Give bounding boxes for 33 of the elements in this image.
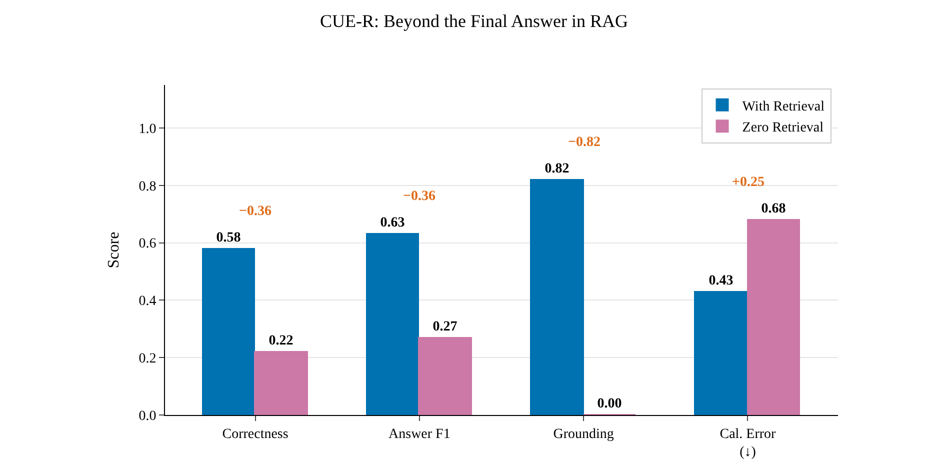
data-label: 0.22 [268, 334, 294, 348]
bar [747, 219, 800, 415]
x-tick-label: Correctness [222, 426, 288, 442]
annotation: +0.25 [732, 175, 764, 190]
bar [366, 233, 419, 415]
y-tick-label: 0.4 [138, 294, 156, 310]
y-tick-label: 1.0 [138, 122, 156, 137]
data-label: 0.82 [544, 162, 570, 176]
data-label: 0.00 [597, 396, 622, 412]
bar [202, 248, 255, 415]
x-tick-label: Answer F1 [388, 426, 450, 442]
y-tick-label: 0.2 [138, 352, 156, 367]
annotation: −0.36 [403, 189, 436, 204]
data-label: 0.58 [216, 230, 241, 246]
y-tick-label: 0.6 [138, 236, 156, 252]
data-label: 0.27 [432, 320, 458, 334]
x-tick-label: Cal. Error (↓) [720, 426, 776, 460]
data-label: 0.63 [380, 216, 405, 230]
x-tick-label: Grounding [553, 426, 614, 442]
y-tick-label: 0.0 [138, 408, 156, 424]
legend-label: With Retrieval [742, 99, 825, 114]
legend-label: Zero Retrieval [742, 120, 824, 136]
bar [418, 337, 472, 415]
bar [530, 179, 584, 415]
annotation: −0.36 [239, 204, 272, 219]
y-axis-title: Score [106, 232, 123, 268]
data-label: 0.43 [708, 274, 734, 288]
bar [254, 351, 308, 415]
data-label: 0.68 [761, 202, 786, 216]
chart-title: CUE-R: Beyond the Final Answer in RAG [320, 10, 628, 31]
annotation: −0.82 [568, 135, 600, 150]
bar [694, 291, 748, 415]
y-tick-label: 0.8 [138, 179, 156, 194]
